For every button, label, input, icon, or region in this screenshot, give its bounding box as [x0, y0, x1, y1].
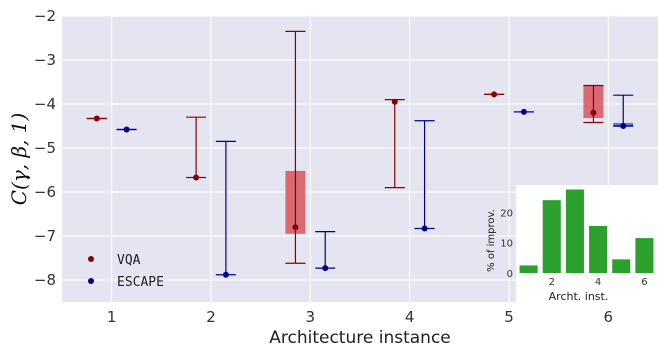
inset-y-tick-label: 20 — [500, 208, 513, 219]
y-tick-label: −8 — [34, 271, 56, 289]
inset-bar — [612, 259, 631, 273]
vqa-median-point — [93, 115, 100, 122]
legend-marker-vqa — [88, 256, 94, 262]
y-tick-label: −4 — [34, 95, 56, 113]
x-tick-label: 6 — [604, 308, 614, 326]
inset-x-axis-label: Archt. inst. — [549, 290, 609, 303]
inset-bar — [565, 189, 584, 273]
escape-median-point — [123, 126, 130, 133]
y-tick-label: −5 — [34, 139, 56, 157]
vqa-median-point — [491, 91, 498, 98]
inset-y-tick-label: 0 — [507, 269, 513, 280]
x-axis-label: Architecture instance — [269, 328, 451, 347]
x-tick-label: 1 — [107, 308, 117, 326]
inset-background — [516, 185, 658, 302]
x-tick-labels: 1 2 3 4 5 6 — [107, 308, 613, 326]
legend: VQA ESCAPE — [88, 253, 164, 290]
escape-median-point — [421, 225, 428, 232]
escape-median-point — [222, 271, 229, 278]
y-tick-label: −2 — [34, 7, 56, 25]
vqa-median-point — [391, 98, 398, 105]
legend-marker-escape — [88, 278, 94, 284]
vqa-median-point — [590, 109, 597, 116]
y-tick-label: −3 — [34, 51, 56, 69]
inset-y-tick-label: 10 — [500, 239, 513, 250]
inset-x-tick-label: 6 — [641, 277, 647, 288]
legend-label-escape: ESCAPE — [117, 275, 164, 290]
y-tick-labels: −2 −3 −4 −5 −6 −7 −8 — [34, 7, 56, 289]
x-tick-label: 2 — [206, 308, 216, 326]
median-layer — [93, 91, 627, 278]
escape-median-point — [620, 123, 627, 129]
inset-bars — [519, 189, 654, 273]
y-tick-label: −7 — [34, 227, 56, 245]
escape-median-point — [322, 265, 329, 272]
y-tick-label: −6 — [34, 183, 56, 201]
x-tick-label: 4 — [405, 308, 415, 326]
whisker-layer — [86, 30, 634, 276]
inset-bar — [589, 225, 608, 273]
inset-y-axis-label: % of improv. — [486, 209, 497, 272]
inset-bar — [542, 200, 561, 273]
vqa-median-point — [292, 224, 299, 231]
legend-label-vqa: VQA — [117, 253, 141, 268]
y-axis-label: C(γ, β, 1) — [7, 113, 31, 206]
inset-bar — [519, 265, 538, 273]
inset-bar — [635, 238, 654, 273]
inset-chart: 2 4 6 0 10 20 Archt. inst. % of improv. — [486, 185, 658, 303]
inset-x-tick-labels: 2 4 6 — [549, 277, 648, 288]
x-tick-label: 3 — [306, 308, 316, 326]
x-tick-label: 5 — [504, 308, 514, 326]
inset-x-tick-label: 2 — [549, 277, 555, 288]
inset-x-tick-label: 4 — [595, 277, 601, 288]
vqa-median-point — [193, 174, 200, 181]
escape-median-point — [520, 108, 527, 115]
inset-y-tick-labels: 0 10 20 — [500, 208, 513, 280]
